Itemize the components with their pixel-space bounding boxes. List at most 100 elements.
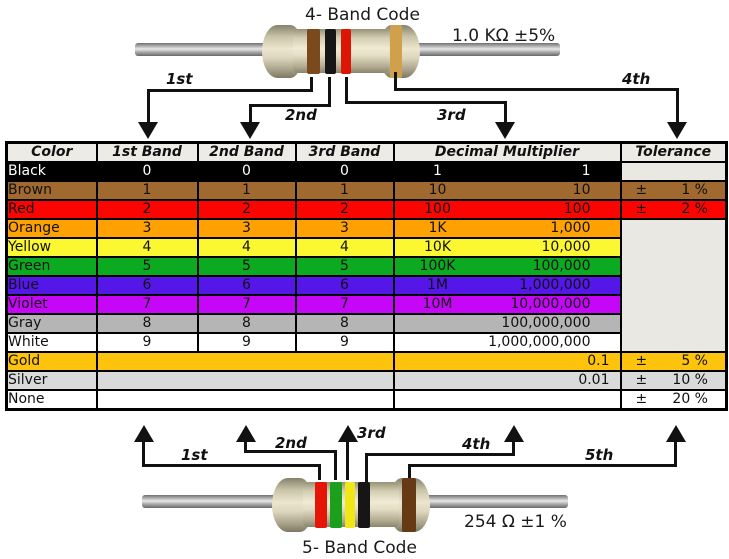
band3-digit: 0: [294, 161, 395, 182]
five-band-value: 254 Ω ±1 %: [464, 512, 567, 532]
bands-merged-cell: [95, 370, 395, 391]
color-name: Blue: [5, 275, 98, 296]
arrowhead-icon: [504, 425, 524, 442]
band3-digit: 5: [294, 256, 395, 277]
band1-digit: 6: [95, 275, 199, 296]
multiplier-cell: 100K 100,000: [392, 256, 622, 277]
arrow-label-4th: 4th: [622, 70, 651, 88]
multiplier-cell: 100 100: [392, 199, 622, 220]
band1-digit: 7: [95, 294, 199, 315]
band1-digit: 2: [95, 199, 199, 220]
band2-digit: 8: [196, 313, 297, 334]
tolerance-cell: ±20 %: [619, 389, 728, 411]
arrow-label-5th: 5th: [585, 446, 614, 464]
table-row-gold: Gold 0.1 ±5 %: [5, 351, 728, 372]
resistor-4band: [262, 25, 420, 78]
multiplier-cell: 10M 10,000,000: [392, 294, 622, 315]
table-row-none: None ±20 %: [5, 389, 728, 411]
band3-digit: 4: [294, 237, 395, 258]
multiplier-cell: 0.1: [392, 351, 622, 372]
band-2nd-black: [325, 29, 336, 74]
band1-digit: 4: [95, 237, 199, 258]
color-name: Orange: [5, 218, 98, 239]
arrowhead-icon: [667, 122, 687, 139]
tolerance-cell: ±1 %: [619, 180, 728, 201]
tolerance-cell: ±2 %: [619, 199, 728, 220]
four-band-value: 1.0 KΩ ±5%: [452, 26, 556, 46]
band-3rd-red: [341, 29, 351, 74]
band-4th-black: [358, 482, 370, 528]
band-4th-gold: [390, 25, 402, 78]
multiplier-cell: 10K 10,000: [392, 237, 622, 258]
arrowhead-icon: [240, 122, 260, 139]
arrow-label-3rd: 3rd: [357, 424, 386, 442]
band2-digit: 5: [196, 256, 297, 277]
bands-merged-cell: [95, 389, 395, 411]
multiplier-cell: [392, 389, 622, 411]
band3-digit: 3: [294, 218, 395, 239]
arrow-label-1st: 1st: [181, 446, 208, 464]
color-name: Red: [5, 199, 98, 220]
header-band1: 1st Band: [95, 141, 199, 163]
band3-digit: 1: [294, 180, 395, 201]
band2-digit: 0: [196, 161, 297, 182]
color-name: Green: [5, 256, 98, 277]
band2-digit: 3: [196, 218, 297, 239]
table-row-green: Green 5 5 5 100K 100,000: [5, 256, 727, 277]
band3-digit: 9: [294, 332, 395, 353]
header-band3: 3rd Band: [294, 141, 395, 163]
arrow-label-1st: 1st: [166, 70, 193, 88]
table-row-gray: Gray 8 8 8 100,000,000: [5, 313, 727, 334]
header-multiplier: Decimal Multiplier: [392, 141, 622, 163]
color-name: White: [5, 332, 98, 353]
band-5th-brown: [402, 478, 416, 532]
color-name: Black: [5, 161, 98, 182]
arrow-label-2nd: 2nd: [285, 106, 317, 124]
band3-digit: 6: [294, 275, 395, 296]
table-row-violet: Violet 7 7 7 10M 10,000,000: [5, 294, 727, 315]
arrowhead-icon: [666, 425, 686, 442]
header-tolerance: Tolerance: [619, 141, 728, 163]
multiplier-cell: 1K 1,000: [392, 218, 622, 239]
arrowhead-icon: [138, 122, 158, 139]
band3-digit: 7: [294, 294, 395, 315]
header-band2: 2nd Band: [196, 141, 297, 163]
four-band-title: 4- Band Code: [305, 5, 420, 25]
band1-digit: 1: [95, 180, 199, 201]
band3-digit: 8: [294, 313, 395, 334]
table-row-red: Red 2 2 2 100 100 ±2 %: [5, 199, 728, 220]
arrowhead-icon: [338, 425, 358, 442]
table-row-blue: Blue 6 6 6 1M 1,000,000: [5, 275, 727, 296]
color-name: Gray: [5, 313, 98, 334]
tolerance-cell-empty: [619, 161, 728, 182]
color-name: Silver: [5, 370, 98, 391]
table-row-silver: Silver 0.01 ±10 %: [5, 370, 728, 391]
tolerance-cell-merged-empty: [619, 218, 728, 353]
arrowhead-icon: [495, 122, 515, 139]
band1-digit: 3: [95, 218, 199, 239]
multiplier-cell: 100,000,000: [392, 313, 622, 334]
arrowhead-icon: [134, 425, 154, 442]
band1-digit: 0: [95, 161, 199, 182]
band2-digit: 1: [196, 180, 297, 201]
band2-digit: 6: [196, 275, 297, 296]
table-header-row: Color 1st Band 2nd Band 3rd Band Decimal…: [5, 141, 728, 163]
color-code-table: Color 1st Band 2nd Band 3rd Band Decimal…: [5, 141, 728, 411]
multiplier-cell: 0.01: [392, 370, 622, 391]
color-name: Brown: [5, 180, 98, 201]
multiplier-cell: 10 10: [392, 180, 622, 201]
color-name: Violet: [5, 294, 98, 315]
band-3rd-yellow: [345, 482, 355, 528]
tolerance-cell: ±10 %: [619, 370, 728, 391]
color-name: Yellow: [5, 237, 98, 258]
table-row-yellow: Yellow 4 4 4 10K 10,000: [5, 237, 727, 258]
band3-digit: 2: [294, 199, 395, 220]
band-1st-red: [315, 482, 327, 528]
arrowhead-icon: [236, 425, 256, 442]
band1-digit: 9: [95, 332, 199, 353]
table-row-brown: Brown 1 1 1 10 10 ±1 %: [5, 180, 728, 201]
band2-digit: 7: [196, 294, 297, 315]
band1-digit: 5: [95, 256, 199, 277]
